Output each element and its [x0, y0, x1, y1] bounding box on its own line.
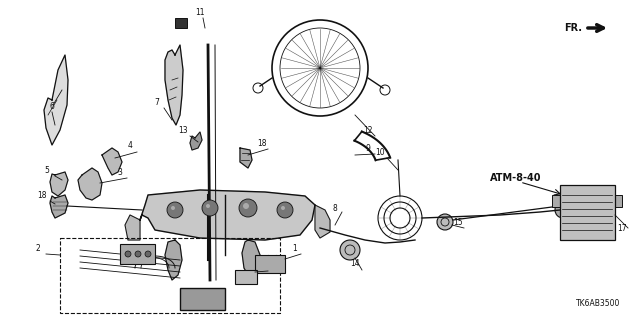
Text: TK6AB3500: TK6AB3500 — [575, 299, 620, 308]
Circle shape — [125, 251, 131, 257]
Polygon shape — [165, 45, 183, 125]
Text: 15: 15 — [453, 218, 463, 227]
Circle shape — [135, 251, 141, 257]
Text: FR.: FR. — [564, 23, 582, 33]
Polygon shape — [50, 195, 68, 218]
Text: ATM-8-40: ATM-8-40 — [490, 173, 541, 183]
Circle shape — [167, 202, 183, 218]
Circle shape — [277, 202, 293, 218]
Text: 9: 9 — [365, 143, 371, 153]
Polygon shape — [140, 190, 315, 240]
Circle shape — [239, 199, 257, 217]
Bar — [180, 288, 225, 310]
Text: 3: 3 — [118, 167, 122, 177]
Text: 16: 16 — [257, 260, 267, 269]
Polygon shape — [315, 205, 330, 238]
Bar — [60, 238, 280, 313]
Bar — [552, 195, 562, 207]
Circle shape — [555, 202, 571, 218]
Bar — [175, 18, 187, 28]
Circle shape — [281, 206, 285, 210]
Text: 6: 6 — [49, 101, 54, 110]
Bar — [120, 244, 155, 264]
Text: 12: 12 — [364, 125, 372, 134]
Polygon shape — [78, 168, 102, 200]
Text: 13: 13 — [178, 125, 188, 134]
Polygon shape — [125, 215, 140, 240]
Polygon shape — [44, 55, 68, 145]
Text: 5: 5 — [45, 165, 49, 174]
Text: 14: 14 — [350, 260, 360, 268]
Circle shape — [340, 240, 360, 260]
Circle shape — [171, 206, 175, 210]
Circle shape — [437, 214, 453, 230]
Text: 10: 10 — [375, 148, 385, 156]
Bar — [560, 185, 615, 240]
Polygon shape — [190, 132, 202, 150]
Bar — [255, 255, 285, 273]
Polygon shape — [50, 172, 68, 196]
Circle shape — [145, 251, 151, 257]
Text: 17: 17 — [617, 223, 627, 233]
Text: 1: 1 — [292, 244, 298, 252]
Bar — [614, 195, 622, 207]
Bar — [235, 270, 257, 284]
Text: 7: 7 — [155, 98, 159, 107]
Circle shape — [243, 203, 249, 209]
Text: 11: 11 — [195, 7, 205, 17]
Circle shape — [202, 200, 218, 216]
Text: 18: 18 — [257, 139, 267, 148]
Text: 8: 8 — [333, 204, 337, 212]
Polygon shape — [240, 148, 252, 168]
Polygon shape — [242, 240, 260, 278]
Text: 4: 4 — [127, 140, 132, 149]
Polygon shape — [102, 148, 122, 175]
Polygon shape — [165, 240, 182, 280]
Text: 18: 18 — [37, 190, 47, 199]
Circle shape — [206, 204, 210, 208]
Text: 2: 2 — [36, 244, 40, 252]
